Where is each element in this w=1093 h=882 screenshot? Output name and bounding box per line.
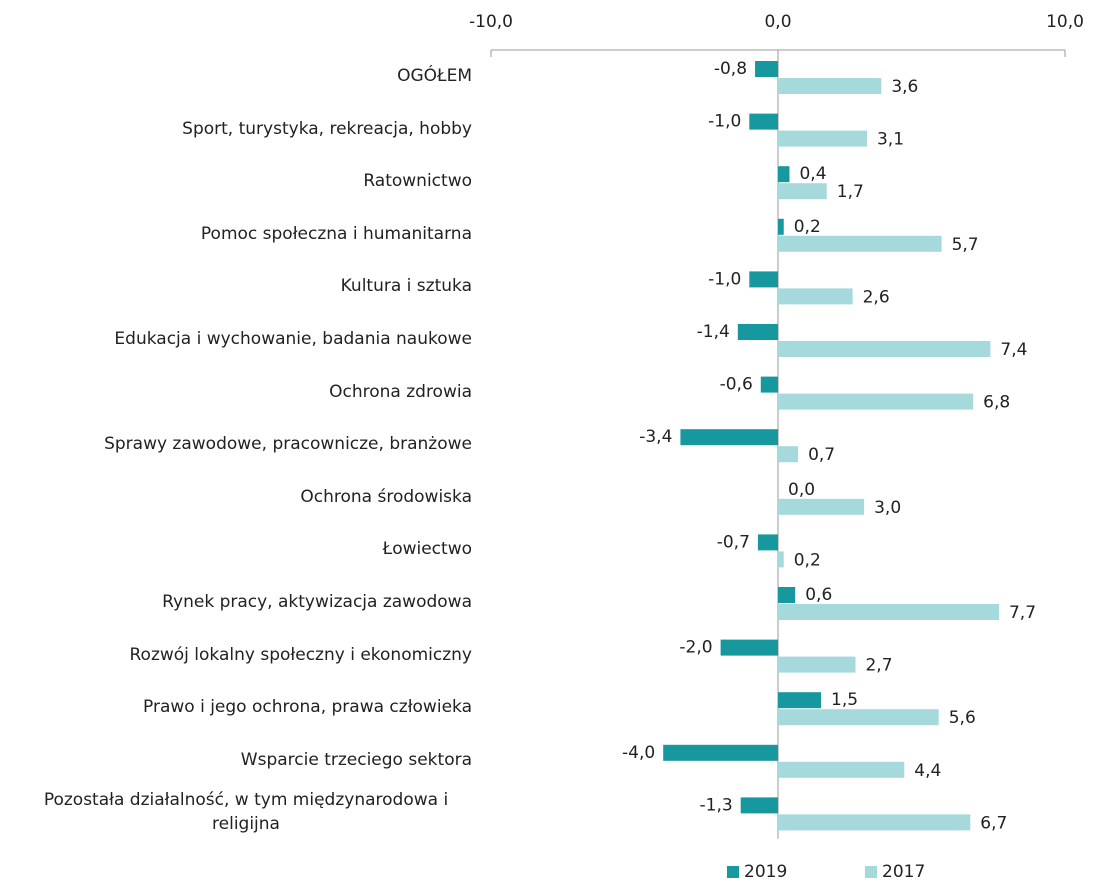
value-label: -0,6 bbox=[720, 375, 753, 395]
bar bbox=[778, 288, 853, 305]
value-label: -1,0 bbox=[708, 112, 741, 132]
bar bbox=[749, 271, 778, 288]
bar bbox=[778, 587, 796, 603]
bar bbox=[778, 393, 974, 410]
value-label: -1,4 bbox=[697, 322, 730, 342]
bar bbox=[778, 166, 790, 183]
x-tick-label: 0,0 bbox=[764, 12, 791, 32]
value-label: 7,4 bbox=[1000, 340, 1027, 360]
bar bbox=[755, 61, 778, 77]
legend-label: 2017 bbox=[882, 862, 925, 882]
category-label: Pomoc społeczna i humanitarna bbox=[200, 223, 472, 244]
legend-swatch bbox=[865, 866, 877, 878]
category-label: Rynek pracy, aktywizacja zawodowa bbox=[162, 592, 472, 612]
category-label: Sprawy zawodowe, pracownicze, branżowe bbox=[104, 434, 472, 455]
bar bbox=[760, 376, 778, 393]
x-tick-label: -10,0 bbox=[469, 12, 513, 32]
bar bbox=[778, 604, 999, 620]
value-label: -0,8 bbox=[714, 59, 747, 79]
value-label: 3,0 bbox=[874, 498, 901, 518]
category-label: Rozwój lokalny społeczny i ekonomiczny bbox=[129, 644, 473, 665]
category-label: Edukacja i wychowanie, badania naukowe bbox=[114, 329, 472, 349]
category-label: OGÓŁEM bbox=[397, 66, 472, 86]
value-label: 5,7 bbox=[952, 235, 979, 255]
bar bbox=[778, 656, 856, 673]
value-label: 3,1 bbox=[877, 130, 904, 150]
category-label: Ochrona zdrowia bbox=[329, 381, 472, 402]
bar bbox=[778, 551, 784, 568]
value-label: 0,4 bbox=[799, 164, 826, 184]
bar bbox=[778, 130, 867, 147]
bar bbox=[778, 498, 865, 515]
value-label: 7,7 bbox=[1009, 603, 1036, 623]
value-label: 0,2 bbox=[794, 217, 821, 237]
value-label: -1,0 bbox=[708, 269, 741, 289]
category-label: Pozostała działalność, w tym międzynarod… bbox=[43, 790, 449, 835]
value-label: 1,7 bbox=[837, 182, 864, 202]
category-label: Wsparcie trzeciego sektora bbox=[240, 749, 472, 770]
value-label: 0,6 bbox=[805, 585, 832, 605]
bar bbox=[778, 235, 942, 252]
bar bbox=[778, 446, 799, 463]
value-label: -1,3 bbox=[700, 795, 733, 815]
bar bbox=[778, 692, 822, 709]
value-label: 0,7 bbox=[808, 445, 835, 465]
category-label: Ratownictwo bbox=[363, 171, 472, 192]
bar bbox=[740, 797, 778, 814]
bar bbox=[749, 113, 778, 130]
value-label: 6,8 bbox=[983, 393, 1010, 413]
legend-swatch bbox=[727, 866, 739, 878]
value-label: 1,5 bbox=[831, 690, 858, 710]
bar bbox=[778, 709, 939, 726]
bar bbox=[757, 534, 778, 551]
value-label: -2,0 bbox=[679, 638, 712, 658]
value-label: 2,6 bbox=[863, 287, 890, 307]
legend-label: 2019 bbox=[744, 862, 787, 882]
category-label: Łowiectwo bbox=[382, 539, 472, 560]
bar bbox=[720, 639, 778, 656]
category-label: Sport, turystyka, rekreacja, hobby bbox=[182, 118, 472, 139]
bar bbox=[737, 324, 778, 340]
bar bbox=[680, 429, 778, 446]
value-label: 0,0 bbox=[788, 480, 815, 500]
value-label: 0,2 bbox=[794, 550, 821, 570]
bar bbox=[778, 78, 882, 94]
bar bbox=[778, 814, 971, 831]
value-label: 4,4 bbox=[914, 761, 941, 781]
bar bbox=[663, 744, 778, 761]
value-label: -0,7 bbox=[717, 532, 750, 552]
value-label: 6,7 bbox=[980, 813, 1007, 833]
value-label: -4,0 bbox=[622, 743, 655, 763]
value-label: 2,7 bbox=[865, 656, 892, 676]
category-label: Prawo i jego ochrona, prawa człowieka bbox=[143, 697, 472, 718]
value-label: 5,6 bbox=[949, 708, 976, 728]
value-label: -3,4 bbox=[639, 427, 672, 447]
x-tick-label: 10,0 bbox=[1046, 12, 1084, 32]
bar bbox=[778, 218, 784, 235]
bar bbox=[778, 341, 991, 357]
bar bbox=[778, 761, 905, 778]
category-label: Kultura i sztuka bbox=[340, 276, 472, 297]
value-label: 3,6 bbox=[891, 77, 918, 97]
bar bbox=[778, 183, 827, 200]
category-label: Ochrona środowiska bbox=[300, 486, 472, 507]
